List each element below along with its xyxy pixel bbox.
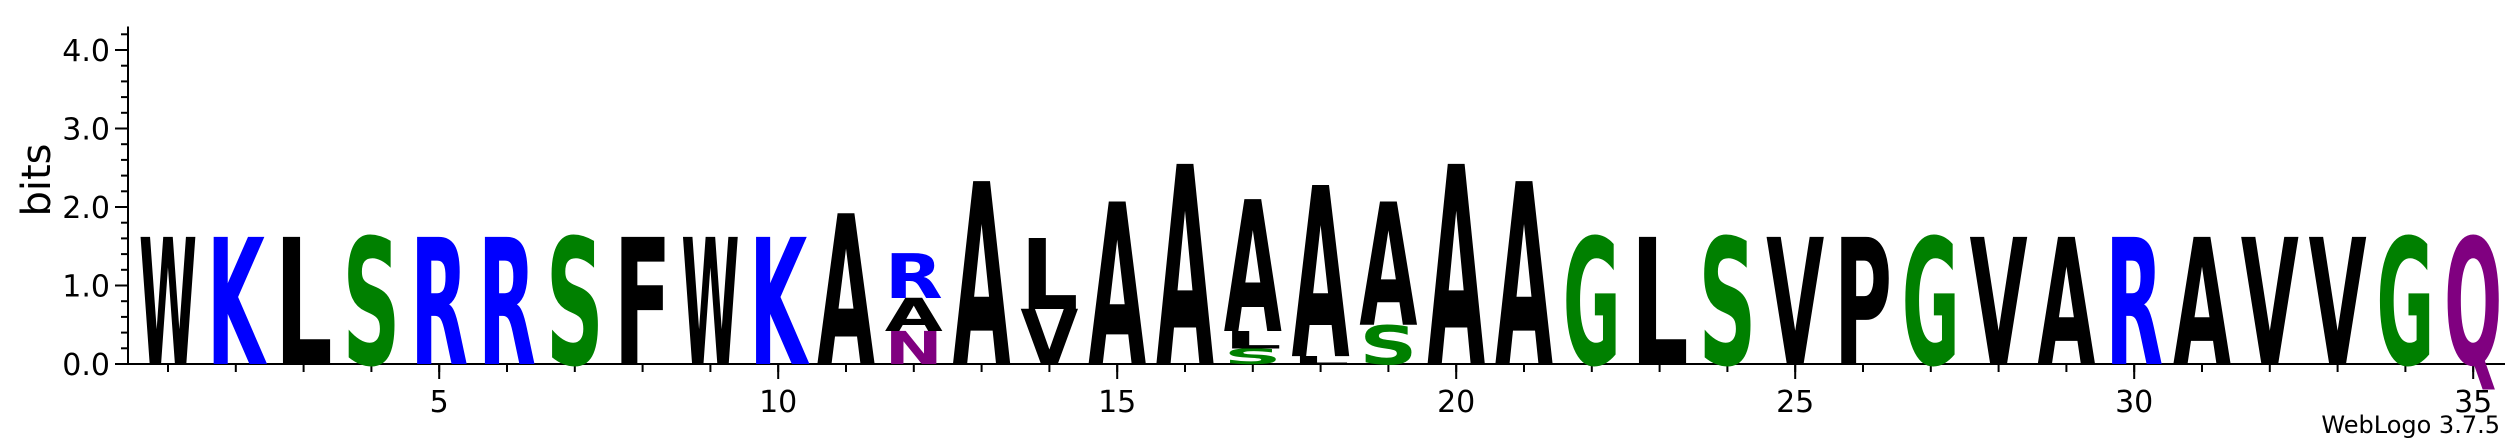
logo-letter-l: L <box>1020 220 1078 332</box>
y-axis-label: bits <box>14 143 60 216</box>
logo-letter-v: V <box>1970 202 2028 406</box>
logo-letter-a: A <box>1156 110 1214 429</box>
logo-letter-a: A <box>1359 168 1417 365</box>
x-tick-label: 25 <box>1776 385 1814 420</box>
logo-letter-a: A <box>2037 202 2095 406</box>
y-axis: 0.0 1.0 2.0 3.0 4.0 <box>62 26 129 383</box>
logo-letter-n: N <box>885 322 943 375</box>
logo-letter-a: A <box>817 173 875 414</box>
x-axis: 5 10 15 20 25 30 35 <box>128 363 2505 420</box>
logo-letter-l: L <box>1292 354 1350 366</box>
logo-letter-s: S <box>1359 314 1417 377</box>
logo-letter-v: V <box>2309 202 2367 406</box>
logo-letter-v: V <box>1020 294 1078 382</box>
logo-letter-a: A <box>885 289 943 342</box>
x-tick-label: 20 <box>1437 385 1475 420</box>
logo-letter-f: F <box>614 204 672 406</box>
logo-letter-a: A <box>1224 162 1282 374</box>
logo-letter-w: W <box>139 203 197 406</box>
y-tick-label: 4.0 <box>62 34 110 69</box>
logo-letter-v: V <box>2241 202 2299 406</box>
logo-letter-r: R <box>478 202 536 406</box>
logo-letter-a: A <box>1292 139 1350 412</box>
logo-letter-a: A <box>1088 159 1146 418</box>
logo-letter-g: G <box>1902 203 1960 406</box>
logo-letter-a: A <box>953 131 1011 424</box>
x-tick-label: 10 <box>759 385 797 420</box>
weblogo-credit: WebLogo 3.7.5 <box>2321 411 2500 439</box>
logo-letter-a: A <box>1495 131 1553 424</box>
logo-letter-r: R <box>2105 202 2163 406</box>
y-tick-label: 0.0 <box>62 348 110 383</box>
logo-letter-a: A <box>1427 110 1485 429</box>
logo-stacks: W K L S R R S F W K A NAR A VL A A SLA LA SA A A G L S V P G V A R A V V… <box>139 110 2502 429</box>
logo-letter-v: V <box>1766 202 1824 406</box>
logo-letter-r: R <box>410 202 468 406</box>
x-tick-label: 15 <box>1098 385 1136 420</box>
logo-letter-g: G <box>2376 203 2434 406</box>
logo-letter-r: R <box>885 242 943 313</box>
logo-letter-p: P <box>1834 202 1892 405</box>
logo-letter-k: K <box>207 202 268 406</box>
logo-letter-s: S <box>1698 203 1756 406</box>
logo-letter-a: A <box>2173 202 2231 406</box>
logo-letter-l: L <box>1631 202 1689 405</box>
y-tick-label: 2.0 <box>62 191 110 226</box>
logo-letter-s: S <box>546 203 604 406</box>
logo-letter-s: S <box>342 203 400 406</box>
y-tick-label: 3.0 <box>62 113 110 148</box>
logo-letter-q: Q <box>2444 203 2502 406</box>
x-tick-label: 30 <box>2115 385 2153 420</box>
x-tick-label: 35 <box>2454 385 2492 420</box>
logo-letter-s: S <box>1224 344 1282 369</box>
logo-letter-l: L <box>1224 326 1282 354</box>
logo-letter-w: W <box>681 203 739 406</box>
logo-letter-g: G <box>1563 203 1621 406</box>
logo-letter-k: K <box>749 202 810 406</box>
y-tick-label: 1.0 <box>62 270 110 305</box>
logo-letter-l: L <box>275 202 333 405</box>
x-tick-label: 5 <box>430 385 449 420</box>
